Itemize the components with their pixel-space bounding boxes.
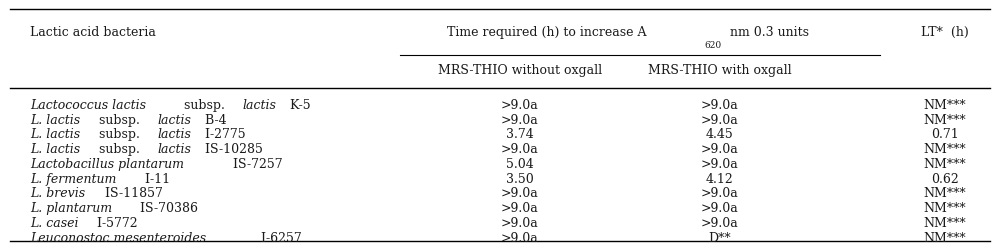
Text: I-6257: I-6257	[257, 232, 302, 245]
Text: >9.0a: >9.0a	[701, 99, 739, 112]
Text: subsp.: subsp.	[180, 99, 229, 112]
Text: Lactic acid bacteria: Lactic acid bacteria	[30, 26, 156, 39]
Text: nm 0.3 units: nm 0.3 units	[726, 26, 809, 39]
Text: 5.04: 5.04	[506, 158, 534, 171]
Text: >9.0a: >9.0a	[701, 217, 739, 230]
Text: subsp.: subsp.	[95, 128, 144, 141]
Text: NM***: NM***	[924, 158, 966, 171]
Text: subsp.: subsp.	[95, 143, 144, 156]
Text: L. brevis: L. brevis	[30, 187, 85, 200]
Text: lactis: lactis	[158, 128, 192, 141]
Text: 620: 620	[704, 41, 721, 50]
Text: >9.0a: >9.0a	[701, 158, 739, 171]
Text: >9.0a: >9.0a	[501, 187, 539, 200]
Text: 4.45: 4.45	[706, 128, 734, 141]
Text: Time required (h) to increase A: Time required (h) to increase A	[447, 26, 646, 39]
Text: L. fermentum: L. fermentum	[30, 173, 116, 186]
Text: NM***: NM***	[924, 217, 966, 230]
Text: MRS-THIO with oxgall: MRS-THIO with oxgall	[648, 64, 792, 77]
Text: >9.0a: >9.0a	[501, 143, 539, 156]
Text: >9.0a: >9.0a	[701, 187, 739, 200]
Text: >9.0a: >9.0a	[501, 99, 539, 112]
Text: >9.0a: >9.0a	[501, 217, 539, 230]
Text: MRS-THIO without oxgall: MRS-THIO without oxgall	[438, 64, 602, 77]
Text: IS-11857: IS-11857	[101, 187, 163, 200]
Text: D**: D**	[709, 232, 731, 245]
Text: 3.50: 3.50	[506, 173, 534, 186]
Text: >9.0a: >9.0a	[501, 114, 539, 127]
Text: L. casei: L. casei	[30, 217, 78, 230]
Text: L. lactis: L. lactis	[30, 143, 80, 156]
Text: Lactobacillus plantarum: Lactobacillus plantarum	[30, 158, 184, 171]
Text: lactis: lactis	[243, 99, 277, 112]
Text: L. lactis: L. lactis	[30, 114, 80, 127]
Text: subsp.: subsp.	[95, 114, 144, 127]
Text: >9.0a: >9.0a	[701, 143, 739, 156]
Text: L. lactis: L. lactis	[30, 128, 80, 141]
Text: NM***: NM***	[924, 187, 966, 200]
Text: 0.71: 0.71	[931, 128, 959, 141]
Text: I-2775: I-2775	[201, 128, 246, 141]
Text: Leuconostoc mesenteroides: Leuconostoc mesenteroides	[30, 232, 206, 245]
Text: 0.62: 0.62	[931, 173, 959, 186]
Text: NM***: NM***	[924, 202, 966, 215]
Text: >9.0a: >9.0a	[701, 202, 739, 215]
Text: 4.12: 4.12	[706, 173, 734, 186]
Text: LT*  (h): LT* (h)	[921, 26, 969, 39]
Text: K-5: K-5	[286, 99, 311, 112]
Text: IS-10285: IS-10285	[201, 143, 263, 156]
Text: lactis: lactis	[158, 143, 192, 156]
Text: >9.0a: >9.0a	[501, 232, 539, 245]
Text: NM***: NM***	[924, 114, 966, 127]
Text: 3.74: 3.74	[506, 128, 534, 141]
Text: lactis: lactis	[158, 114, 192, 127]
Text: NM***: NM***	[924, 99, 966, 112]
Text: >9.0a: >9.0a	[501, 202, 539, 215]
Text: I-5772: I-5772	[93, 217, 137, 230]
Text: L. plantarum: L. plantarum	[30, 202, 112, 215]
Text: >9.0a: >9.0a	[701, 114, 739, 127]
Text: IS-70386: IS-70386	[136, 202, 198, 215]
Text: IS-7257: IS-7257	[229, 158, 282, 171]
Text: NM***: NM***	[924, 143, 966, 156]
Text: I-11: I-11	[141, 173, 171, 186]
Text: B-4: B-4	[201, 114, 227, 127]
Text: Lactococcus lactis: Lactococcus lactis	[30, 99, 146, 112]
Text: NM***: NM***	[924, 232, 966, 245]
